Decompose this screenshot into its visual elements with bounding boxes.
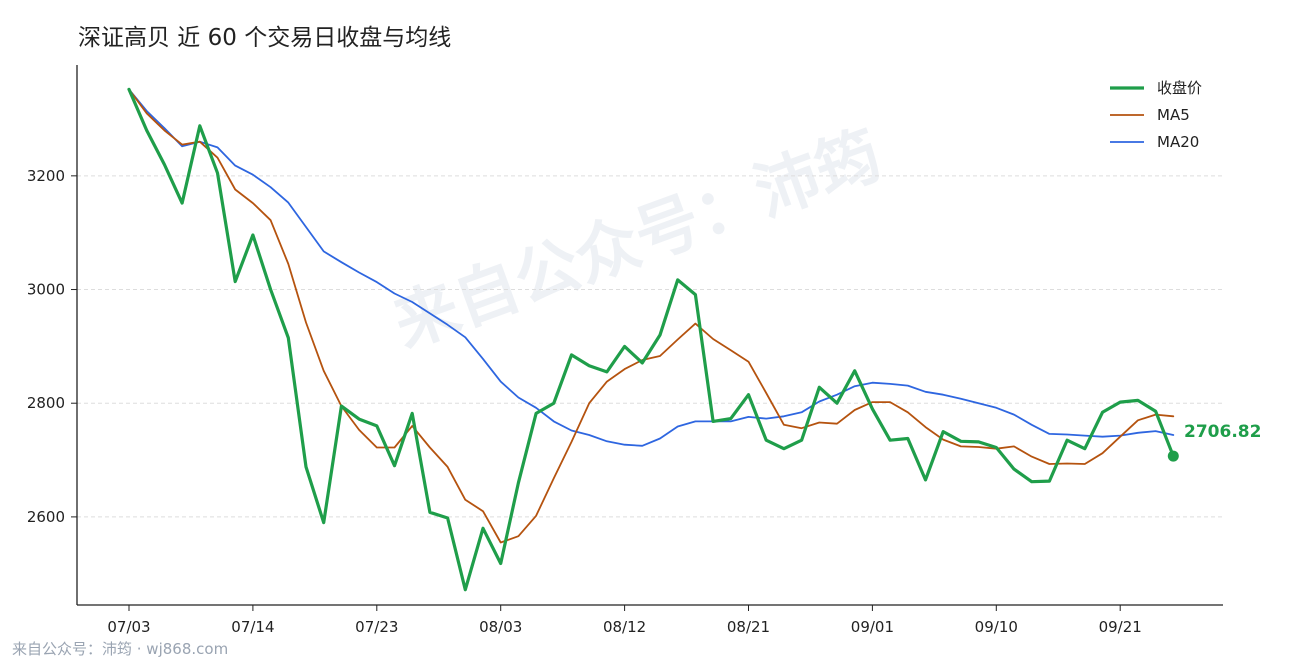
x-tick-label: 09/10 — [975, 618, 1018, 636]
y-tick-label: 2600 — [27, 508, 65, 526]
watermark-text: 来自公众号：沛筠 — [385, 118, 891, 363]
chart-title: 深证高贝 近 60 个交易日收盘与均线 — [78, 25, 452, 51]
series-line-close — [127, 87, 1175, 592]
legend: 收盘价 MA5 MA20 — [1110, 79, 1202, 151]
legend-label-close: 收盘价 — [1157, 79, 1202, 97]
x-tick-label: 08/03 — [479, 618, 522, 636]
legend-label-ma5: MA5 — [1157, 106, 1190, 124]
x-tick-label: 07/23 — [355, 618, 398, 636]
last-close-label: 2706.82 — [1184, 422, 1261, 442]
gridlines — [77, 175, 1223, 518]
x-tick-label: 09/01 — [851, 618, 894, 636]
x-tick-label: 07/14 — [231, 618, 274, 636]
y-tick-label: 3000 — [27, 281, 65, 299]
series-line-ma20 — [128, 88, 1175, 447]
legend-label-ma20: MA20 — [1157, 133, 1199, 151]
x-tick-label: 09/21 — [1099, 618, 1142, 636]
axes: 2600 2800 3000 3200 07/03 07/14 07/23 08/03 08/1… — [27, 65, 1223, 636]
series-line-ma5 — [128, 88, 1175, 544]
y-tick-label: 3200 — [27, 167, 65, 185]
series-lines: 2706.82 — [127, 87, 1261, 592]
x-tick-label: 07/03 — [107, 618, 150, 636]
footer-source: 来自公众号：沛筠 · wj868.com — [12, 640, 229, 658]
last-close-marker — [1167, 450, 1179, 462]
x-tick-label: 08/12 — [603, 618, 646, 636]
x-tick-label: 08/21 — [727, 618, 770, 636]
y-tick-label: 2800 — [27, 394, 65, 412]
